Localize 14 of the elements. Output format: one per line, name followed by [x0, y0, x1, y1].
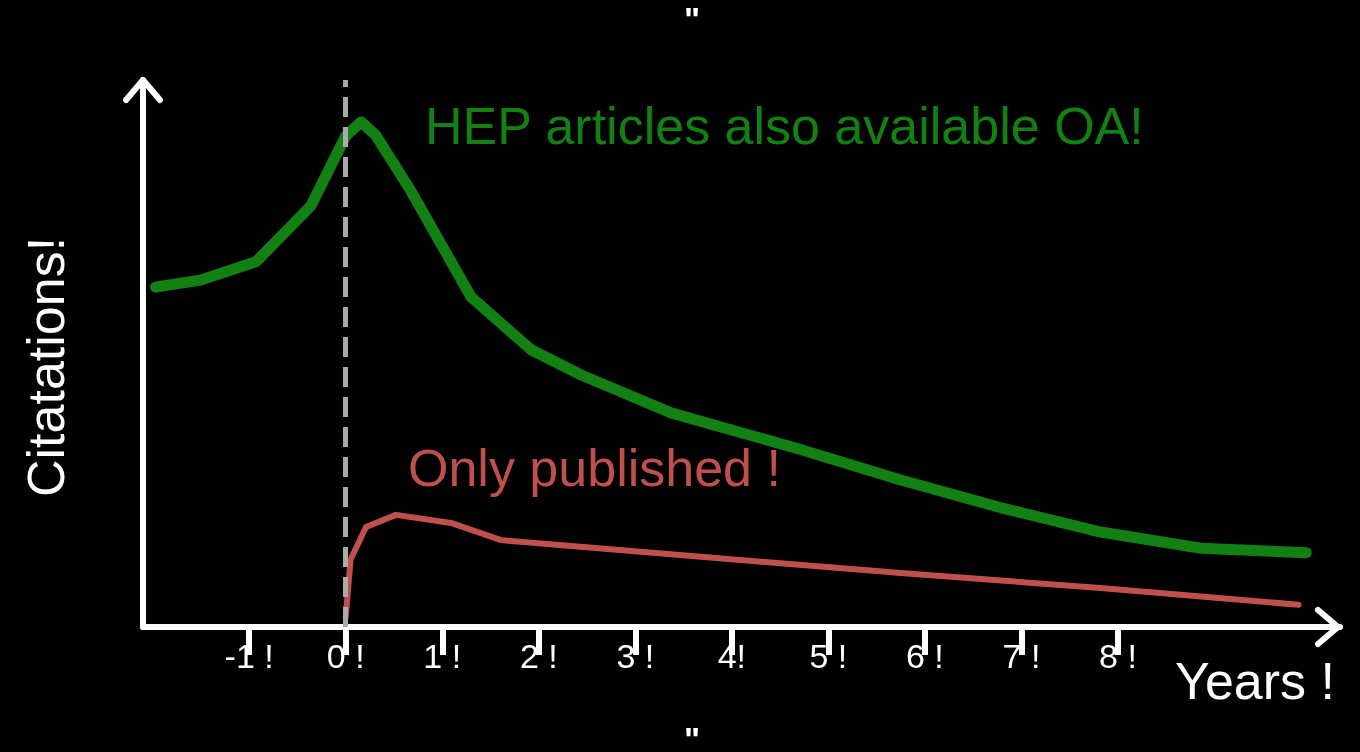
- x-tick-label: 6 !: [906, 637, 944, 675]
- x-tick-label: 2 !: [519, 637, 558, 675]
- x-tick-label: 3 !: [616, 637, 655, 675]
- x-tick-label: 8 !: [1099, 637, 1137, 675]
- text: ": [684, 720, 701, 752]
- series-label: Only published !: [408, 439, 781, 497]
- x-tick-label: 0 !: [326, 637, 365, 675]
- text: ": [684, 0, 701, 38]
- series-label: HEP articles also available OA!: [425, 97, 1144, 155]
- x-tick-label: 7 !: [1002, 637, 1041, 675]
- x-tick-label: 5 !: [809, 637, 848, 675]
- x-tick-label: 1 !: [423, 637, 462, 675]
- y-axis-title: Citatations!: [17, 236, 75, 497]
- x-axis-title: Years !: [1175, 652, 1335, 710]
